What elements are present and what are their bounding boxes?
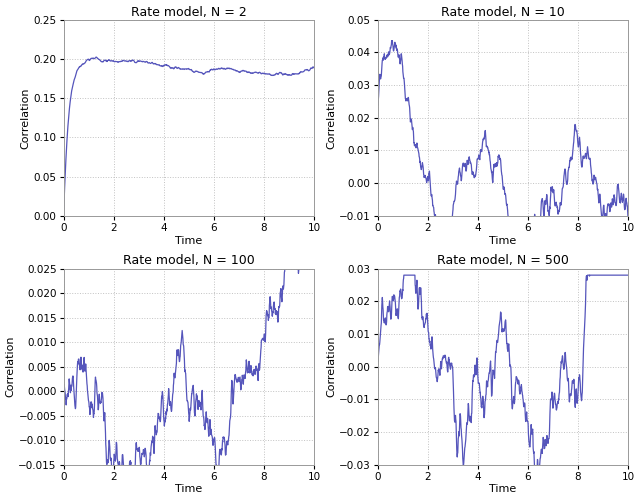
Y-axis label: Correlation: Correlation	[326, 87, 336, 148]
Title: Rate model, N = 10: Rate model, N = 10	[441, 6, 564, 18]
X-axis label: Time: Time	[175, 484, 202, 494]
Y-axis label: Correlation: Correlation	[326, 336, 336, 398]
Y-axis label: Correlation: Correlation	[6, 336, 15, 398]
X-axis label: Time: Time	[489, 484, 516, 494]
Title: Rate model, N = 2: Rate model, N = 2	[131, 6, 246, 18]
X-axis label: Time: Time	[489, 236, 516, 246]
X-axis label: Time: Time	[175, 236, 202, 246]
Y-axis label: Correlation: Correlation	[21, 87, 31, 148]
Title: Rate model, N = 500: Rate model, N = 500	[436, 254, 569, 268]
Title: Rate model, N = 100: Rate model, N = 100	[123, 254, 255, 268]
